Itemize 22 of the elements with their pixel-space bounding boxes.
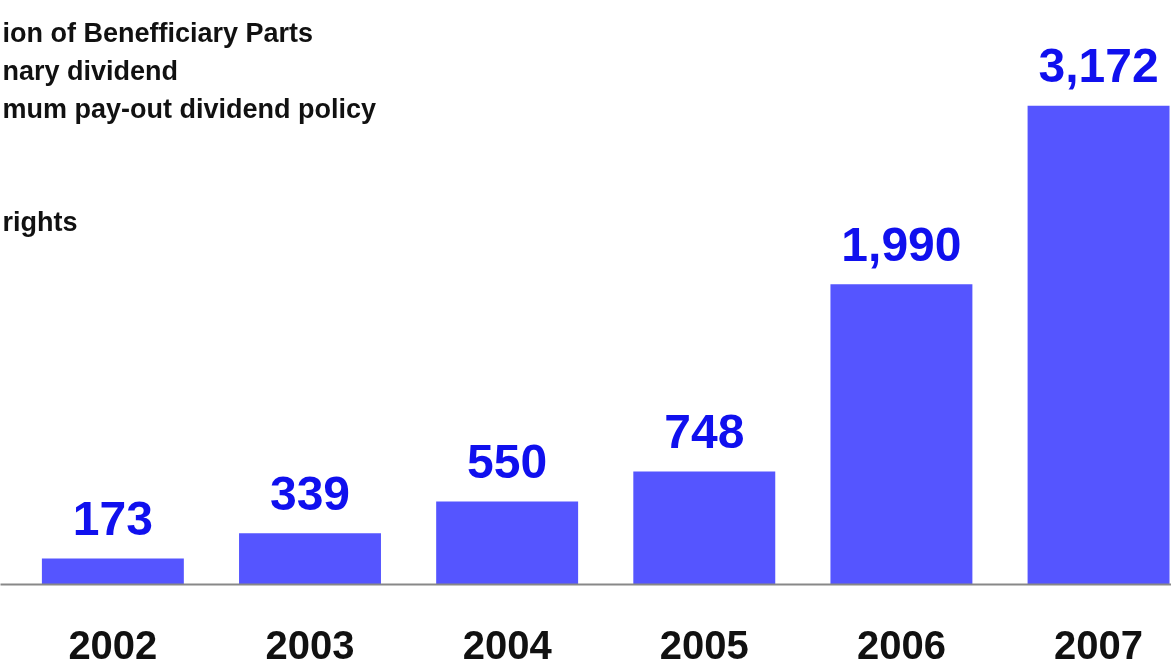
bar — [1027, 105, 1170, 585]
bar — [41, 558, 184, 585]
data-label: 3,172 — [1038, 39, 1159, 93]
bar — [436, 501, 579, 585]
x-tick-label: 2002 — [68, 622, 158, 661]
data-label: 550 — [467, 435, 548, 489]
text: nary dividend — [2, 55, 179, 86]
data-label: 1,990 — [841, 217, 962, 271]
x-tick-label: 2007 — [1054, 622, 1144, 661]
data-label: 173 — [72, 492, 153, 546]
x-tick-label: 2003 — [265, 622, 355, 661]
annotation: mum pay-out dividend policy — [2, 93, 376, 124]
x-tick-label: 2005 — [659, 622, 749, 661]
annotation: rights — [2, 207, 78, 238]
bar — [633, 471, 776, 585]
bar — [830, 284, 973, 585]
data-label: 339 — [269, 466, 351, 520]
x-tick-label: 2006 — [856, 622, 946, 661]
bar — [239, 533, 381, 585]
text: ion of Benefficiary Parts — [2, 17, 314, 48]
x-tick-label: 2004 — [462, 622, 553, 661]
data-label: 748 — [664, 405, 745, 459]
